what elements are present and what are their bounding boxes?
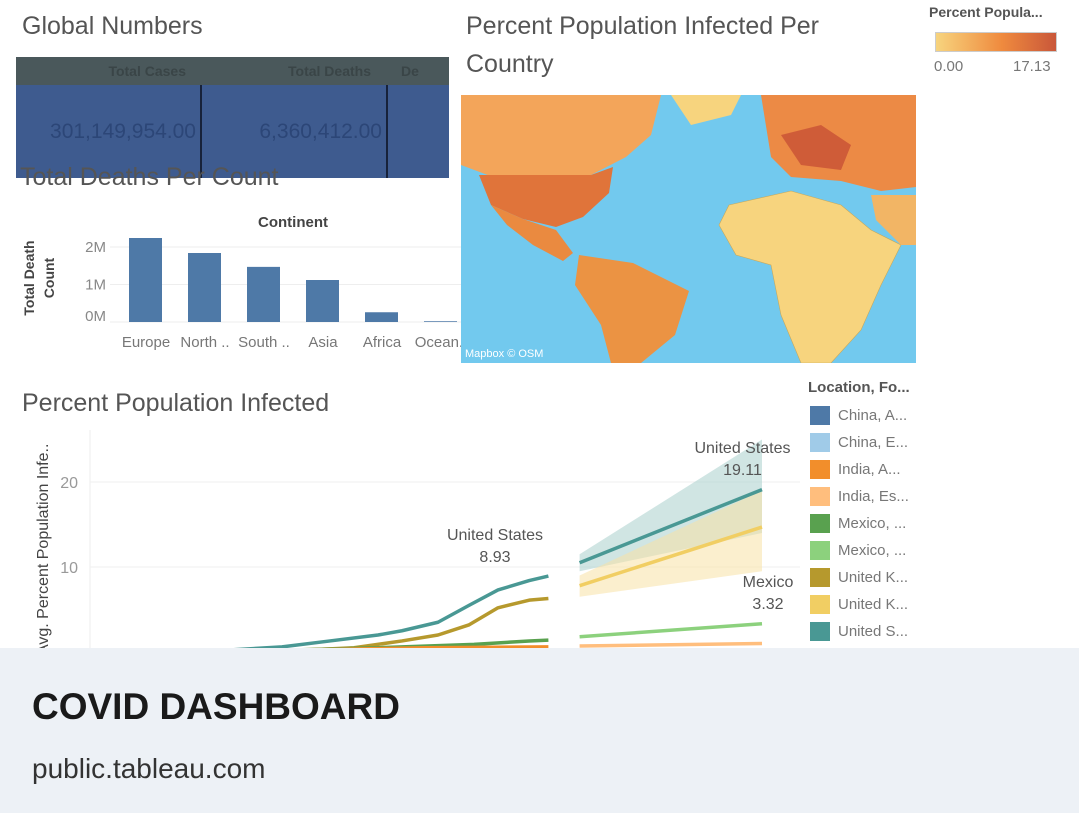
legend-item[interactable]: United S... <box>810 618 909 645</box>
bar[interactable] <box>129 238 162 322</box>
y-tick-label: 2M <box>85 239 106 256</box>
series-line[interactable] <box>579 641 763 648</box>
legend-swatch <box>810 595 830 614</box>
map-legend-min: 0.00 <box>934 58 964 75</box>
map-attribution[interactable]: Mapbox © OSM <box>465 348 543 360</box>
location-legend-title: Location, Fo... <box>808 379 910 396</box>
bar[interactable] <box>247 266 280 322</box>
legend-item[interactable]: United K... <box>810 591 909 618</box>
y-tick-label: 10 <box>60 560 78 577</box>
bar[interactable] <box>188 253 221 322</box>
annotation-mexico: Mexico 3.32 <box>735 574 801 614</box>
legend-swatch <box>810 622 830 641</box>
bar[interactable] <box>306 280 339 322</box>
y-axis-title-line2: Count <box>41 257 57 298</box>
map-usa <box>479 167 613 227</box>
legend-item[interactable]: United K... <box>810 564 909 591</box>
bar[interactable] <box>424 321 457 322</box>
total-cases-value: 301,149,954.00 <box>16 85 202 178</box>
map-europe-core <box>781 125 851 170</box>
legend-label: Mexico, ... <box>838 515 907 532</box>
table-row: 301,149,954.00 6,360,412.00 <box>16 85 449 178</box>
series-line[interactable] <box>579 525 763 588</box>
x-tick-label: Africa <box>363 334 402 351</box>
map-color-ramp <box>935 32 1057 52</box>
annotation-us-forecast: United States 19.11 <box>690 440 795 480</box>
death-pct-value <box>388 85 449 178</box>
bar[interactable] <box>365 312 398 322</box>
series-line[interactable] <box>579 622 763 639</box>
location-legend: China, A... China, E... India, A... India, … <box>810 402 909 645</box>
legend-label: India, Es... <box>838 488 909 505</box>
x-tick-label: Asia <box>308 334 338 351</box>
legend-swatch <box>810 433 830 452</box>
legend-label: India, A... <box>838 461 901 478</box>
x-tick-label: South .. <box>238 334 290 351</box>
legend-item[interactable]: Mexico, ... <box>810 537 909 564</box>
infected-line-chart: 10 20 Avg. Percent Population Infe.. <box>35 430 800 650</box>
legend-label: Mexico, ... <box>838 542 907 559</box>
legend-swatch <box>810 568 830 587</box>
map-greenland <box>671 95 741 125</box>
y-tick-label: 1M <box>85 277 106 294</box>
series-line[interactable] <box>90 596 549 650</box>
x-tick-label: North .. <box>180 334 229 351</box>
table-header: Total Cases Total Deaths De <box>16 57 449 85</box>
legend-item[interactable]: China, A... <box>810 402 909 429</box>
global-numbers-title: Global Numbers <box>22 12 203 40</box>
y-tick-label: 20 <box>60 475 78 492</box>
x-tick-label: Europe <box>122 334 170 351</box>
annotation-value: 8.93 <box>479 549 511 566</box>
card-title[interactable]: COVID DASHBOARD <box>32 686 400 727</box>
legend-item[interactable]: Mexico, ... <box>810 510 909 537</box>
map-legend-max: 17.13 <box>1013 58 1051 75</box>
column-header: Total Deaths <box>288 63 371 79</box>
y-tick-label: 0M <box>85 308 106 325</box>
legend-label: United K... <box>838 569 909 586</box>
annotation-value: 3.32 <box>752 596 784 613</box>
legend-swatch <box>810 487 830 506</box>
y-axis-title: Avg. Percent Population Infe.. <box>35 444 52 650</box>
column-header: Total Cases <box>108 63 186 79</box>
legend-label: United S... <box>838 623 909 640</box>
annotation-value: 19.11 <box>723 462 762 479</box>
total-deaths-value: 6,360,412.00 <box>202 85 388 178</box>
annotation-label: United States <box>694 440 791 457</box>
legend-swatch <box>810 406 830 425</box>
card-domain[interactable]: public.tableau.com <box>32 753 266 784</box>
annotation-label: United States <box>446 527 544 544</box>
map-mexico <box>491 205 573 261</box>
column-header: De <box>401 63 419 79</box>
annotation-us-actual: United States 8.93 <box>440 527 550 567</box>
map-middle-east <box>871 195 916 245</box>
y-axis-title: Total Death Count <box>21 240 57 315</box>
legend-label: China, E... <box>838 434 909 451</box>
world-map[interactable]: Mapbox © OSM <box>461 95 916 363</box>
map-title-line2: Country <box>466 50 554 78</box>
deaths-chart-title: Total Deaths Per Count <box>20 163 279 191</box>
legend-item[interactable]: India, A... <box>810 456 909 483</box>
map-south-america <box>575 255 689 363</box>
x-tick-label: Ocean.. <box>415 334 468 351</box>
map-legend-title: Percent Popula... <box>929 4 1043 20</box>
x-axis-title: Continent <box>258 214 328 231</box>
infected-chart-title: Percent Population Infected <box>22 389 330 417</box>
legend-swatch <box>810 541 830 560</box>
legend-swatch <box>810 460 830 479</box>
legend-label: United K... <box>838 596 909 613</box>
map-title-line1: Percent Population Infected Per <box>466 12 820 40</box>
link-preview-card[interactable]: COVID DASHBOARD public.tableau.com <box>0 648 1079 813</box>
legend-item[interactable]: India, Es... <box>810 483 909 510</box>
legend-swatch <box>810 514 830 533</box>
deaths-bar-chart: Continent Total Death Count 0M 1M 2M Europe Nor… <box>21 214 470 351</box>
global-numbers-table: Total Cases Total Deaths De 301,149,954.… <box>16 57 449 178</box>
map-canada <box>461 95 661 180</box>
y-axis-title-line1: Total Death <box>21 240 37 315</box>
legend-label: China, A... <box>838 407 908 424</box>
series-line[interactable] <box>578 487 763 565</box>
legend-item[interactable]: China, E... <box>810 429 909 456</box>
map-africa <box>718 190 902 363</box>
series-line[interactable] <box>90 574 549 650</box>
annotation-label: Mexico <box>742 574 794 591</box>
